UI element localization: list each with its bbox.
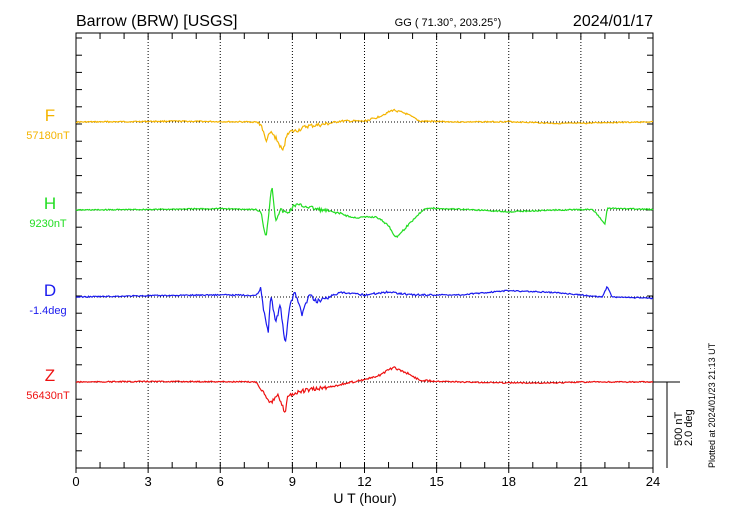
date: 2024/01/17	[573, 13, 653, 30]
coordinates: GG ( 71.30°, 203.25°)	[395, 17, 502, 29]
series-name-F: F	[45, 106, 55, 125]
series-base-Z: 56430nT	[26, 390, 70, 402]
x-tick-label: 12	[357, 474, 371, 489]
series-line-F	[76, 108, 653, 152]
scale-deg-label: 2.0 deg	[683, 409, 695, 446]
x-tick-label: 15	[429, 474, 443, 489]
x-tick-label: 24	[646, 474, 660, 489]
axes: 0 3 6 9 12 15 18 21 24	[72, 32, 680, 489]
x-tick-label: 18	[502, 474, 516, 489]
x-tick-label: 3	[145, 474, 152, 489]
series-line-Z	[75, 366, 654, 413]
series-name-H: H	[44, 194, 56, 213]
series-base-D: -1.4deg	[29, 305, 66, 317]
x-tick-label: 21	[574, 474, 588, 489]
x-axis-label: U T (hour)	[333, 490, 396, 506]
series-base-F: 57180nT	[26, 130, 70, 142]
plotted-timestamp: Plotted at 2024/01/23 21:13 UT	[707, 342, 717, 468]
series-name-D: D	[44, 281, 56, 300]
series-line-D	[75, 285, 654, 343]
x-tick-label: 6	[217, 474, 224, 489]
series-group: F 57180nT H 9230nT D -1.4deg Z 56430nT	[26, 106, 654, 413]
series-base-H: 9230nT	[29, 218, 67, 230]
series-line-H	[75, 187, 654, 239]
x-tick-label: 0	[72, 474, 79, 489]
series-name-Z: Z	[45, 366, 55, 385]
station-title: Barrow (BRW) [USGS]	[76, 13, 238, 30]
scale-nt-label: 500 nT	[673, 411, 685, 446]
x-tick-label: 9	[289, 474, 296, 489]
